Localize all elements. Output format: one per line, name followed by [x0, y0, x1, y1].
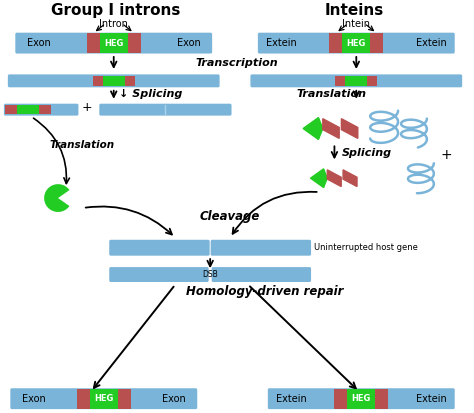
Text: HEG: HEG — [104, 38, 123, 47]
Text: Intron: Intron — [99, 19, 128, 29]
Text: Extein: Extein — [276, 394, 307, 404]
Text: Extein: Extein — [266, 38, 297, 48]
Text: Extein: Extein — [416, 38, 447, 48]
Bar — [342, 33, 370, 53]
Polygon shape — [323, 119, 339, 138]
Text: Splicing: Splicing — [341, 148, 392, 159]
Text: ↓ Splicing: ↓ Splicing — [118, 89, 182, 99]
Text: Exon: Exon — [162, 394, 186, 404]
FancyBboxPatch shape — [109, 267, 209, 282]
Polygon shape — [303, 118, 319, 140]
Polygon shape — [324, 169, 327, 188]
Wedge shape — [44, 184, 70, 212]
Text: HEG: HEG — [346, 38, 366, 47]
Text: Exon: Exon — [27, 38, 51, 48]
Bar — [335, 389, 347, 408]
Text: Cleavage: Cleavage — [200, 210, 260, 223]
Polygon shape — [341, 119, 358, 138]
Bar — [125, 76, 135, 86]
Text: Intein: Intein — [342, 19, 370, 29]
Bar — [90, 389, 118, 408]
Text: Exon: Exon — [177, 38, 201, 48]
Bar — [367, 76, 377, 86]
FancyBboxPatch shape — [250, 74, 462, 87]
Text: HEG: HEG — [352, 394, 371, 403]
Text: Extein: Extein — [416, 394, 447, 404]
FancyBboxPatch shape — [258, 33, 455, 54]
Bar — [346, 76, 367, 86]
Text: HEG: HEG — [94, 394, 113, 403]
Text: +: + — [82, 101, 92, 114]
Bar — [39, 105, 51, 114]
Polygon shape — [319, 118, 323, 140]
Text: Exon: Exon — [22, 394, 46, 404]
Bar — [347, 389, 375, 408]
FancyBboxPatch shape — [100, 104, 231, 116]
Bar — [329, 33, 342, 53]
Polygon shape — [310, 169, 324, 188]
FancyBboxPatch shape — [109, 240, 210, 256]
FancyBboxPatch shape — [15, 33, 212, 54]
FancyBboxPatch shape — [4, 104, 78, 116]
Polygon shape — [327, 170, 341, 187]
Text: Translation: Translation — [297, 89, 367, 99]
Bar — [17, 105, 39, 114]
Bar — [103, 76, 125, 86]
Text: Group I introns: Group I introns — [51, 3, 181, 18]
Text: Uninterrupted host gene: Uninterrupted host gene — [313, 243, 418, 252]
Text: Transcription: Transcription — [196, 58, 278, 68]
Bar — [370, 33, 383, 53]
Text: +: + — [441, 148, 453, 162]
Bar — [93, 76, 103, 86]
Bar — [5, 105, 17, 114]
Bar — [87, 33, 100, 53]
FancyBboxPatch shape — [8, 74, 219, 87]
Bar — [375, 389, 388, 408]
Text: Translation: Translation — [49, 140, 114, 150]
Bar — [118, 389, 131, 408]
Text: Inteins: Inteins — [325, 3, 384, 18]
FancyBboxPatch shape — [210, 240, 311, 256]
FancyBboxPatch shape — [268, 388, 455, 409]
Bar — [77, 389, 90, 408]
Bar — [100, 33, 128, 53]
Bar — [336, 76, 346, 86]
FancyBboxPatch shape — [212, 267, 311, 282]
FancyBboxPatch shape — [10, 388, 197, 409]
Text: Homology-driven repair: Homology-driven repair — [186, 285, 344, 299]
Polygon shape — [343, 170, 357, 187]
Bar — [128, 33, 141, 53]
Text: DSB: DSB — [202, 270, 218, 279]
